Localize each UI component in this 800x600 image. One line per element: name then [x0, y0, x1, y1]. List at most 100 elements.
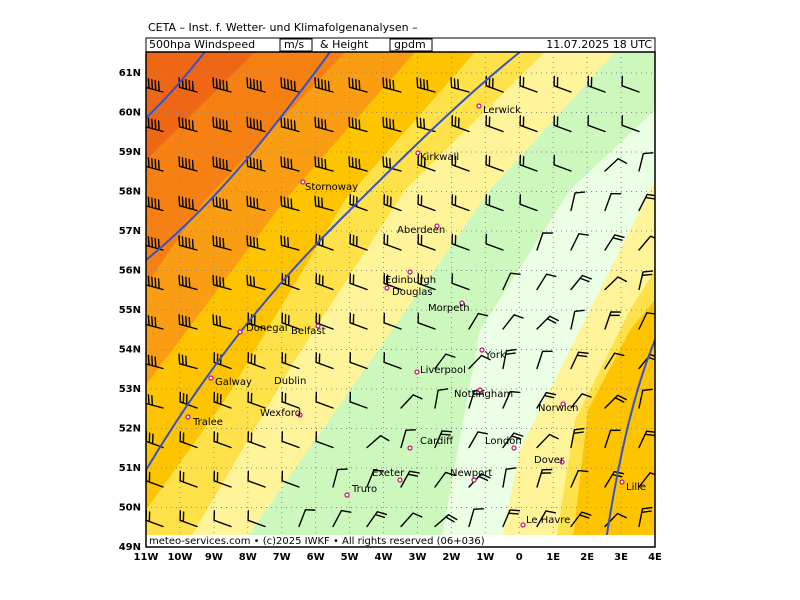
- map-frame: [145, 51, 656, 548]
- wind-barb: [604, 429, 621, 449]
- footer-bar: [146, 535, 655, 547]
- wind-barb: [246, 195, 266, 212]
- wind-barb: [416, 77, 436, 93]
- lon-label: 0: [516, 552, 523, 563]
- height-contour: [146, 52, 521, 471]
- lon-label: 1E: [546, 552, 560, 563]
- city-label: Dover: [534, 455, 565, 466]
- wind-barb: [451, 194, 470, 212]
- wind-barb: [281, 431, 300, 449]
- city-marker: [407, 269, 413, 275]
- wind-barb: [179, 510, 198, 528]
- wind-barb: [314, 77, 334, 93]
- wind-barb: [604, 311, 622, 330]
- city-label: Douglas: [392, 287, 433, 298]
- wind-barb: [178, 353, 198, 370]
- city-label: Morpeth: [428, 303, 470, 314]
- wind-barb: [451, 233, 470, 251]
- wind-barb: [314, 156, 334, 172]
- wind-barb: [315, 352, 334, 370]
- product: 500hpa Windspeed: [149, 38, 255, 51]
- wind-barb: [502, 467, 517, 488]
- wind-barb: [146, 315, 164, 330]
- wind-barb: [536, 350, 553, 370]
- wind-barb: [281, 352, 300, 370]
- city-marker: [459, 300, 465, 306]
- unit-box: [389, 38, 433, 52]
- city-marker: [619, 479, 625, 485]
- wind-barb: [178, 195, 198, 212]
- wind-barb: [485, 154, 504, 172]
- wind-barb: [280, 116, 300, 133]
- wind-barb: [417, 312, 436, 330]
- lon-label: 10W: [167, 552, 192, 563]
- wind-barb: [281, 273, 300, 291]
- city-label: London: [485, 436, 522, 447]
- wind-barb: [417, 233, 436, 251]
- wind-barb: [348, 116, 368, 133]
- wind-barb: [451, 154, 470, 172]
- wind-barb: [315, 233, 334, 251]
- wind-barb: [280, 77, 300, 93]
- lat-label: 55N: [119, 305, 141, 316]
- axis-labels: 49N 50N 51N 52N 53N 54N 55N 56N 57N 58N 59N 60N 61N 1…: [119, 68, 662, 563]
- city-marker: [407, 445, 413, 451]
- unit-2: gpdm: [394, 38, 426, 51]
- city-label: Galway: [215, 377, 252, 388]
- wind-barb: [247, 510, 266, 528]
- wind-barb: [604, 276, 628, 291]
- city-label: Le Havre: [526, 515, 570, 526]
- city-marker: [434, 223, 440, 229]
- city-label: Truro: [351, 484, 377, 495]
- city-label: Wexford: [260, 408, 301, 419]
- wind-barb: [570, 469, 589, 488]
- wind-barb: [451, 115, 470, 133]
- city-label: Stornoway: [305, 182, 358, 193]
- wind-barb: [246, 235, 266, 251]
- wind-barb: [383, 194, 402, 212]
- wind-barb: [349, 312, 368, 330]
- wind-barb: [604, 394, 627, 409]
- wind-barb: [536, 468, 553, 488]
- wind-barb: [519, 75, 538, 93]
- wind-barb: [146, 117, 164, 133]
- wind-barb: [178, 235, 198, 251]
- wind-barb: [213, 391, 232, 409]
- wind-barb: [536, 510, 556, 528]
- wind-barb: [502, 314, 524, 330]
- city-label: Newport: [450, 468, 492, 479]
- wind-barb: [281, 312, 300, 330]
- wind-barb: [604, 192, 622, 212]
- city-marker: [520, 522, 526, 528]
- band: [572, 300, 655, 547]
- wind-barb: [382, 116, 402, 133]
- wind-barb: [383, 352, 402, 370]
- wind-barb: [146, 394, 164, 409]
- wind-barb: [570, 233, 589, 251]
- lon-label: 3E: [614, 552, 628, 563]
- city-marker: [511, 445, 517, 451]
- wind-barb: [383, 273, 402, 291]
- lon-label: 5W: [341, 552, 359, 563]
- wind-barb: [212, 156, 232, 172]
- wind-barb: [638, 388, 653, 409]
- city-marker: [185, 414, 191, 420]
- city-label: Lille: [626, 482, 646, 493]
- wind-barb: [213, 431, 232, 449]
- city-label: Norwich: [538, 403, 579, 414]
- wind-barb: [348, 77, 368, 93]
- wind-barb: [247, 431, 266, 449]
- wind-barb: [536, 232, 554, 251]
- wind-barb: [570, 309, 585, 330]
- lat-label: 51N: [119, 463, 141, 474]
- wind-barb: [146, 157, 164, 172]
- wind-barb: [536, 433, 559, 449]
- city-label: Cardiff: [420, 436, 454, 447]
- wind-barb: [178, 116, 198, 133]
- city-label: York: [484, 350, 506, 361]
- lat-label: 59N: [119, 147, 141, 158]
- city-marker: [559, 459, 565, 465]
- wind-barb: [179, 470, 198, 488]
- unit: m/s: [284, 38, 304, 51]
- lon-label: 7W: [273, 552, 291, 563]
